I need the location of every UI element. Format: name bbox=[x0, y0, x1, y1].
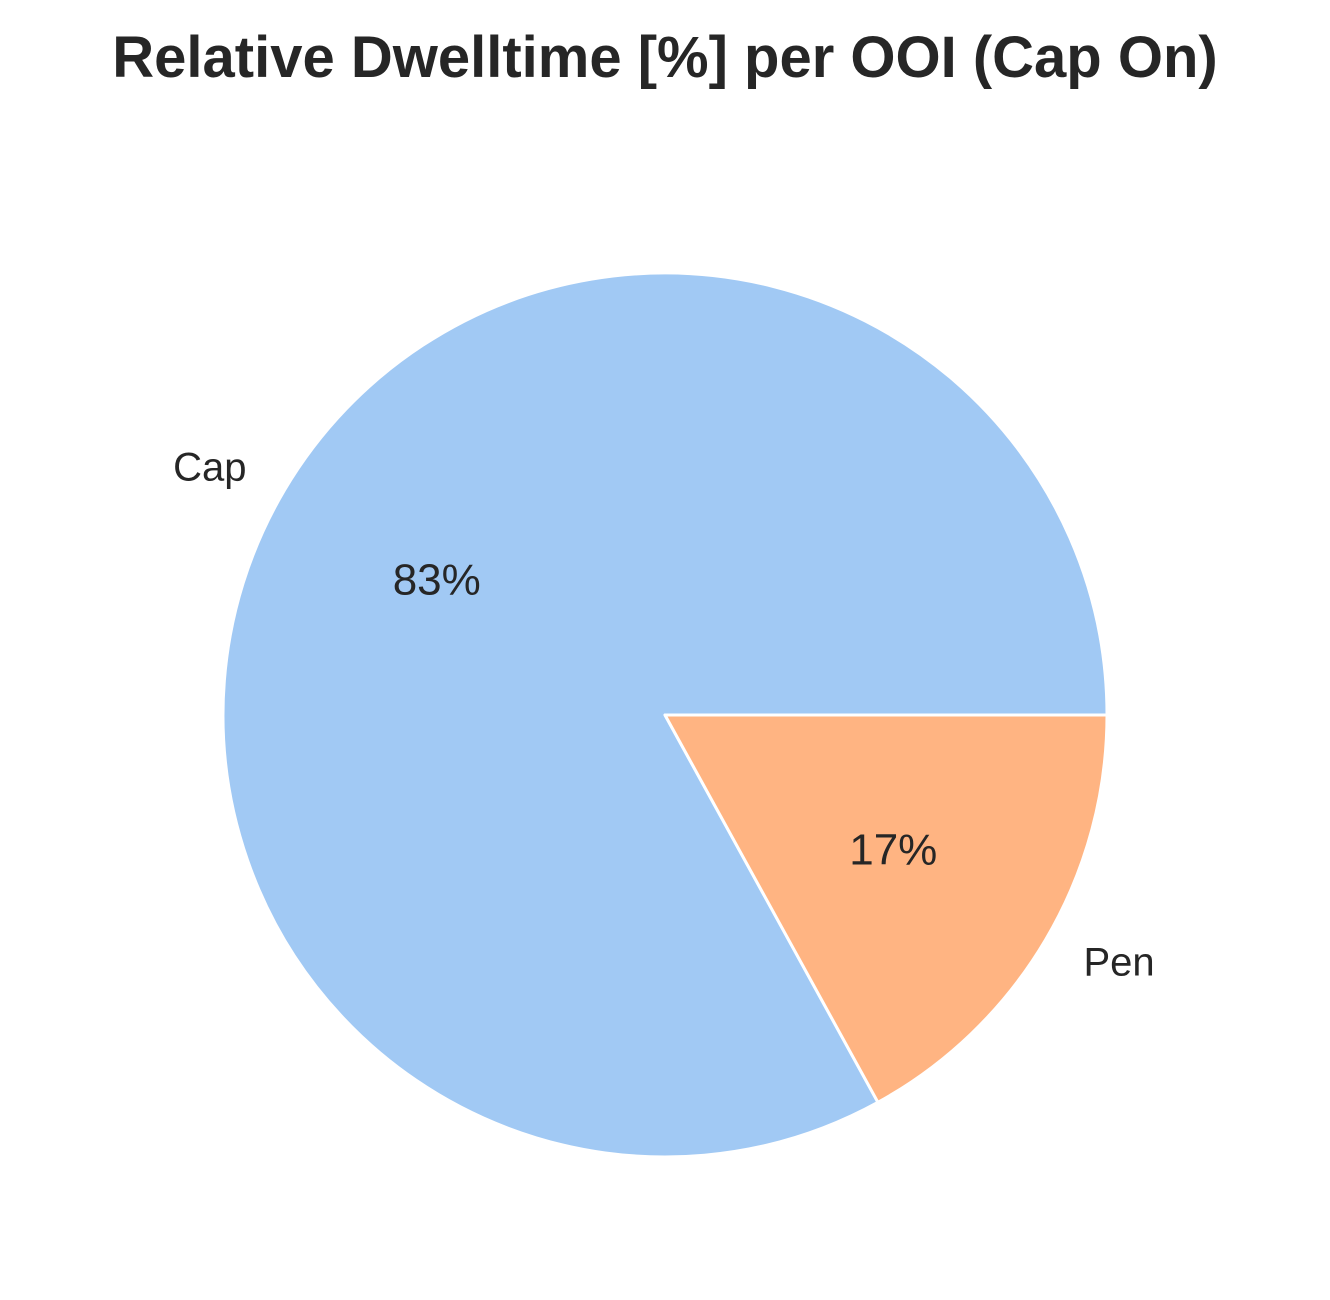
pie-slices bbox=[221, 271, 1109, 1159]
pie-labels: Cap 83% Pen 17% bbox=[173, 446, 1155, 985]
category-label-pen: Pen bbox=[1083, 940, 1154, 984]
category-label-cap: Cap bbox=[173, 446, 246, 490]
pie-slice-pen bbox=[663, 713, 1109, 1104]
percent-label-cap: 83% bbox=[393, 556, 481, 605]
percent-label-pen: 17% bbox=[849, 825, 937, 874]
chart-title: Relative Dwelltime [%] per OOI (Cap On) bbox=[112, 25, 1218, 90]
